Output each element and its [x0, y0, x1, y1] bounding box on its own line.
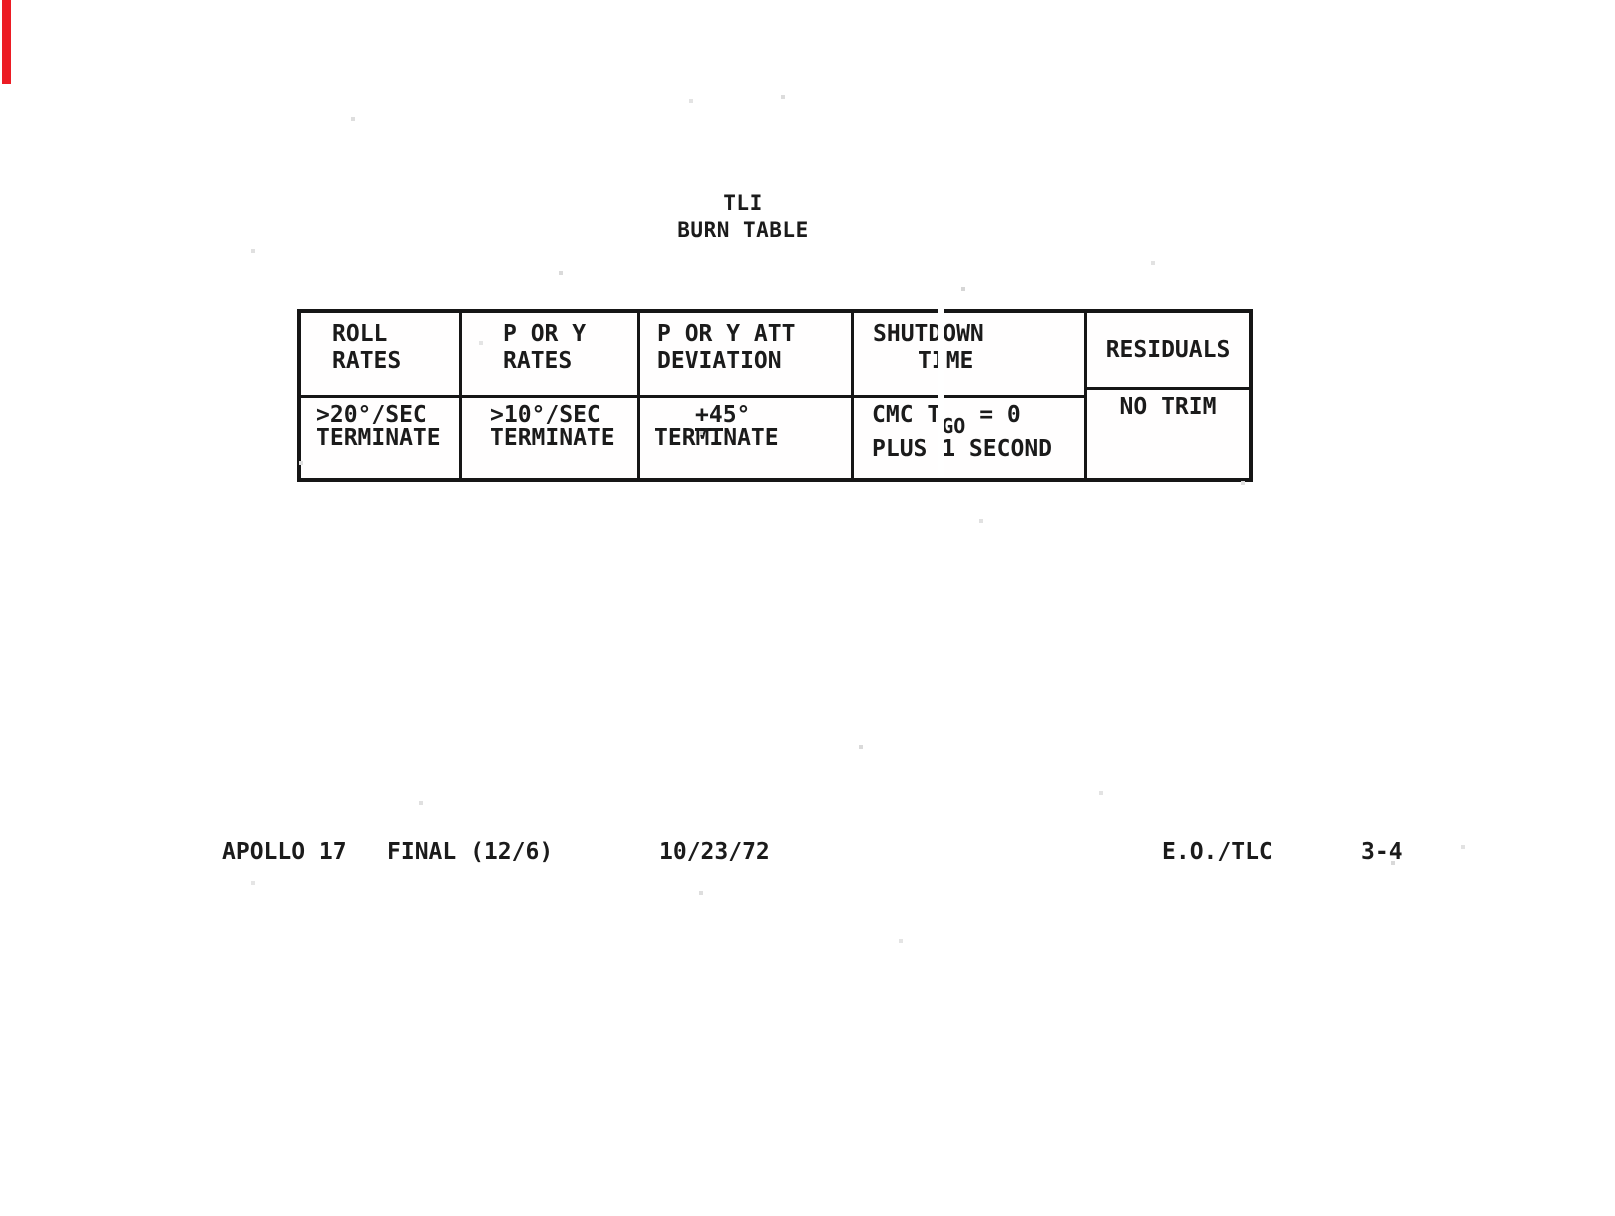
- cell-text: >10°/SEC: [490, 402, 601, 428]
- header-residuals: RESIDUALS: [1087, 313, 1249, 390]
- column-roll-rates: ROLL RATES >20°/SEC TERMINATE: [301, 313, 462, 478]
- scan-noise: [0, 0, 2, 2]
- cell-p-or-y-rates: >10°/SEC TERMINATE: [462, 398, 637, 478]
- title-line-2: BURN TABLE: [677, 218, 809, 242]
- column-shutdown-time: SHUTDOWN TIME CMC TGO = 0 PLUS 1 SECOND: [854, 313, 1087, 478]
- tgo-subscript: GO: [941, 414, 966, 438]
- cell-text-plus-minus-45: +45°: [654, 402, 851, 431]
- footer-mission: APOLLO 17: [222, 839, 347, 865]
- title-line-1: TLI: [723, 191, 763, 215]
- cell-text: NO TRIM: [1119, 394, 1217, 420]
- burn-table: ROLL RATES >20°/SEC TERMINATE P OR Y RAT…: [297, 309, 1253, 482]
- cell-att-deviation: +45° TERMINATE: [640, 398, 851, 478]
- cell-text-cmc-tgo: CMC TGO = 0: [872, 402, 1021, 438]
- header-text: SHUTDOWN: [873, 321, 984, 347]
- header-text: DEVIATION: [657, 348, 782, 374]
- header-p-or-y-rates: P OR Y RATES: [462, 313, 637, 398]
- cell-text: >20°/SEC: [316, 402, 427, 428]
- footer-date: 10/23/72: [659, 839, 770, 865]
- scan-crease-artifact: [938, 294, 944, 476]
- cell-shutdown-time: CMC TGO = 0 PLUS 1 SECOND: [854, 398, 1084, 478]
- header-p-or-y-att-deviation: P OR Y ATT DEVIATION: [640, 313, 851, 398]
- footer-page-number: 3-4: [1361, 839, 1403, 865]
- header-text: RESIDUALS: [1105, 336, 1231, 363]
- header-text: P OR Y: [503, 321, 587, 347]
- column-p-or-y-rates: P OR Y RATES >10°/SEC TERMINATE: [462, 313, 640, 478]
- plus-minus-underbar: +4: [695, 402, 723, 431]
- header-shutdown-time: SHUTDOWN TIME: [854, 313, 1084, 398]
- cell-text: PLUS 1 SECOND: [872, 436, 1053, 462]
- footer-revision: FINAL (12/6): [387, 839, 554, 865]
- red-edge-tab-mark: [2, 0, 11, 84]
- cell-text: TERMINATE: [316, 425, 441, 451]
- cell-text: TERMINATE: [654, 425, 779, 451]
- header-text: RATES: [503, 348, 573, 374]
- column-residuals: RESIDUALS NO TRIM: [1087, 313, 1249, 478]
- document-title: TLI BURN TABLE: [593, 190, 893, 244]
- header-text: RATES: [332, 348, 402, 374]
- header-roll-rates: ROLL RATES: [301, 313, 459, 398]
- header-text: ROLL: [332, 321, 388, 347]
- cell-roll-rates: >20°/SEC TERMINATE: [301, 398, 459, 478]
- header-text: TIME: [918, 348, 974, 374]
- cell-residuals: NO TRIM: [1087, 390, 1249, 470]
- column-p-or-y-att-deviation: P OR Y ATT DEVIATION +45° TERMINATE: [640, 313, 854, 478]
- footer-section: E.O./TLC: [1162, 839, 1273, 865]
- header-text: P OR Y ATT: [657, 321, 796, 347]
- cell-text: TERMINATE: [490, 425, 615, 451]
